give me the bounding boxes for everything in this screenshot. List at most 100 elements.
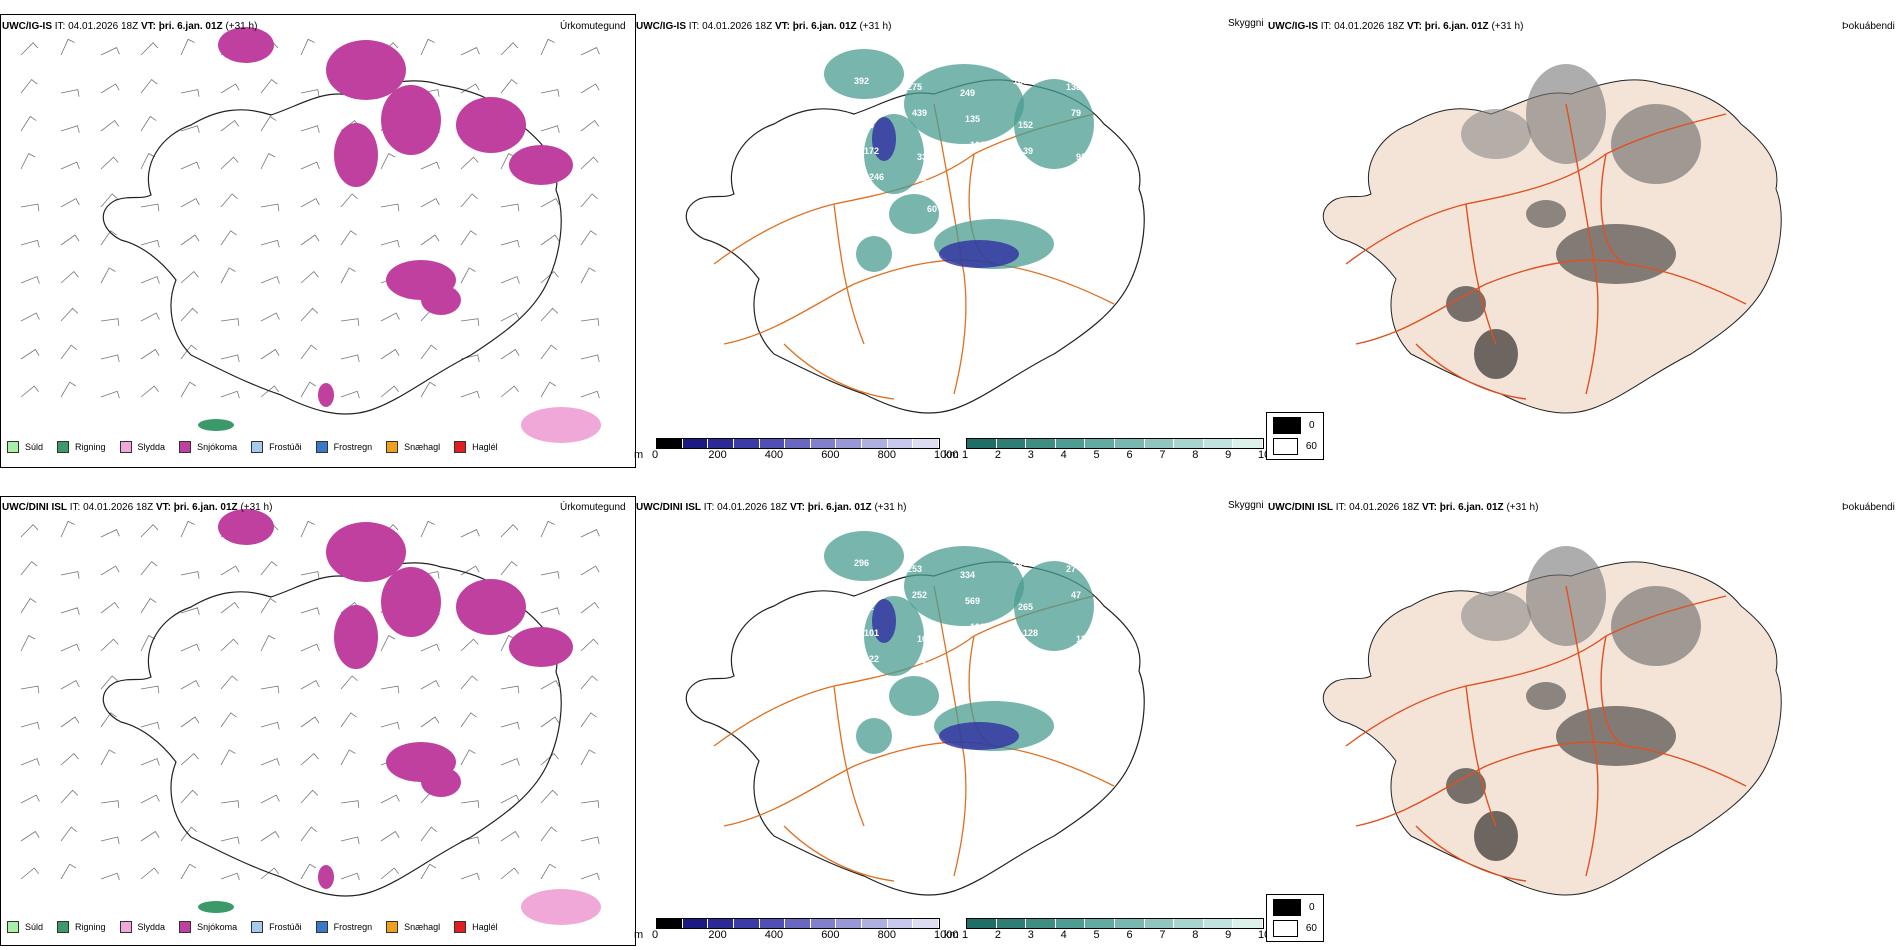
legend-label: Haglél [472,922,498,932]
precip-area [521,889,601,925]
colorbar-tick: 400 [764,449,784,461]
wind-barb [220,267,236,284]
wind-barb [540,789,559,804]
fog-map-2 [1322,546,1782,896]
colorbar-tick: 200 [708,929,727,941]
legend-label: Slydda [137,922,166,932]
colorbar-tick: 3 [1027,929,1034,941]
wind-barb [380,385,399,398]
wind-barb [300,381,317,398]
road [933,585,967,877]
wind-barb [100,193,118,208]
visibility-value: 152 [1018,120,1033,130]
vis-colorbar-2: km 1 2 3 4 5 6 7 8 9 10 [944,918,1270,942]
visibility-value: 296 [854,558,869,568]
wind-barb [580,119,600,132]
colorbar-tick: 600 [821,929,840,941]
precip-area [326,40,406,100]
wind-barb [300,38,315,56]
precip-area [381,85,441,155]
wind-barb [420,863,437,880]
precip-panel-1: Súld Rigning Slydda Snjókoma Frostúði Frostre… [0,14,636,468]
visibility-value: 188 [1013,76,1028,86]
legend-label: Súld [25,442,44,452]
wind-barb [220,156,239,170]
low-visibility-area [856,718,892,754]
legend-swatch [454,921,467,933]
wind-barb [500,794,520,804]
wind-barb [140,597,157,614]
road [783,343,895,400]
wind-barb [60,197,80,208]
wind-barb [380,867,399,880]
wind-barb [460,712,477,728]
wind-barb [260,685,280,694]
wind-barb [220,565,240,576]
wind-barb [100,83,120,94]
wind-barb [220,354,240,363]
wind-barb [220,800,240,808]
wind-barb [140,115,157,132]
wind-barb [220,119,240,132]
colorbar-tick: 5 [1093,929,1100,941]
row1-title-fog: UWC/IG-IS IT: 04.01.2026 18Z VT: þri. 6.… [1268,21,1524,32]
colorbar-segment [682,439,709,448]
road [1465,685,1497,827]
low-visibility-area [1014,79,1094,169]
wind-barb [180,381,197,398]
colorbar-segment [1114,919,1145,928]
wind-barb [380,312,400,322]
wind-barb [100,836,120,845]
legend-swatch [119,441,132,453]
wind-barb [340,318,360,326]
wind-barb [60,381,77,398]
visibility-value: 176 [874,216,889,226]
wind-barb [500,867,519,880]
visibility-value: 213 [922,178,937,188]
wind-barb [500,758,520,766]
colorbar-segment [1203,919,1234,928]
colorbar-segment [836,919,863,928]
wind-barb [100,156,119,170]
wind-barb [460,872,480,881]
wind-barb [380,153,396,170]
wind-barb [180,679,200,690]
colorbar-segment [733,439,760,448]
wind-barb [500,524,519,538]
wind-barb [300,344,318,360]
row1-title-vis: UWC/IG-IS IT: 04.01.2026 18Z VT: þri. 6.… [636,21,892,32]
colorbar-strip [656,918,940,929]
wind-barb [20,312,40,322]
low-visibility-area [889,194,939,234]
legend-swatch [7,921,19,933]
wind-barb [100,47,120,56]
precip-area [218,27,274,63]
colorbar-tick: 2 [994,449,1001,461]
row2-title-vis: UWC/DINI ISL IT: 04.01.2026 18Z VT: þri.… [636,502,907,513]
wind-barb [140,153,156,170]
fog-area [1446,768,1486,804]
wind-barb [540,344,558,360]
wind-barb [580,267,596,284]
wind-barb [540,571,560,579]
vis-var-2: Skyggni [1228,500,1264,511]
wind-barb [180,344,198,360]
wind-barb [540,716,560,728]
wind-barb [60,753,79,766]
wind-barb [300,607,320,615]
visibility-value: 193 [1028,654,1043,664]
wind-barb [260,153,276,170]
wind-barb [140,685,160,694]
wind-barb [420,716,440,728]
visibility-value: 47 [1071,590,1081,600]
visibility-value: 332 [917,152,932,162]
wind-barb [300,753,319,766]
wind-barb [60,607,80,615]
vis-colorbar-1: km 1 2 3 4 5 6 7 8 9 10 [944,438,1270,462]
wind-barb [380,721,400,730]
wind-barb [20,385,39,398]
wind-barb [20,830,40,842]
visibility-value: 334 [960,570,975,580]
wind-barb [180,716,200,728]
wind-barb [140,385,159,398]
